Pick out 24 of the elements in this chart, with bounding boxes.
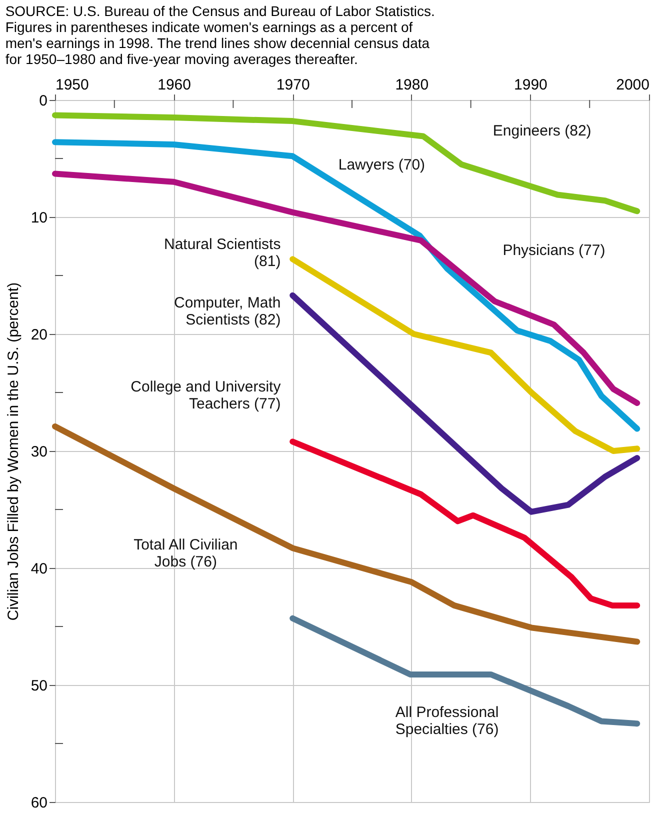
y-tick-label: 10 [30, 210, 48, 226]
y-tick-label: 0 [39, 92, 48, 110]
x-tick-label: 1990 [514, 76, 548, 94]
y-tick-label: 50 [30, 678, 48, 694]
text: Engineers (82) [492, 122, 592, 140]
x-tick-label: 1960 [158, 76, 191, 94]
text: Physicians (77) [502, 242, 606, 259]
y-axis-title: Civilian Jobs Filled by Women in the U.S. (percent) [4, 282, 22, 621]
series-label: Natural Scientists (81) [164, 236, 281, 270]
y-tick-label: 40 [30, 560, 48, 578]
y-tick-label: 60 [30, 794, 48, 812]
text: College and University Teachers (77) [130, 378, 282, 413]
series-label: Total All Civilian Jobs (76) [134, 536, 238, 571]
series-label: Computer, Math Scientists (82) [174, 294, 281, 328]
y-tick-label: 20 [30, 326, 48, 344]
x-tick-label: 1950 [56, 76, 89, 94]
text: Figures in parentheses indicate women's earnings as a percent of men's earnings in 1998. The trend lines show decennial census data for 1950–1980 and five-year moving averages thereafter. [5, 19, 430, 67]
x-tick-label: 1970 [276, 76, 310, 94]
x-tick-label: 1980 [395, 76, 429, 94]
series-label: Lawyers (70) [338, 156, 426, 174]
x-tick-label: 2000 [616, 76, 650, 94]
y-tick-label: 30 [30, 444, 48, 460]
series-label: All Professional Specialties (76) [395, 704, 499, 738]
source-note: SOURCE: U.S. Bureau of the Census and Bureau of Labor Statistics. [5, 3, 435, 19]
